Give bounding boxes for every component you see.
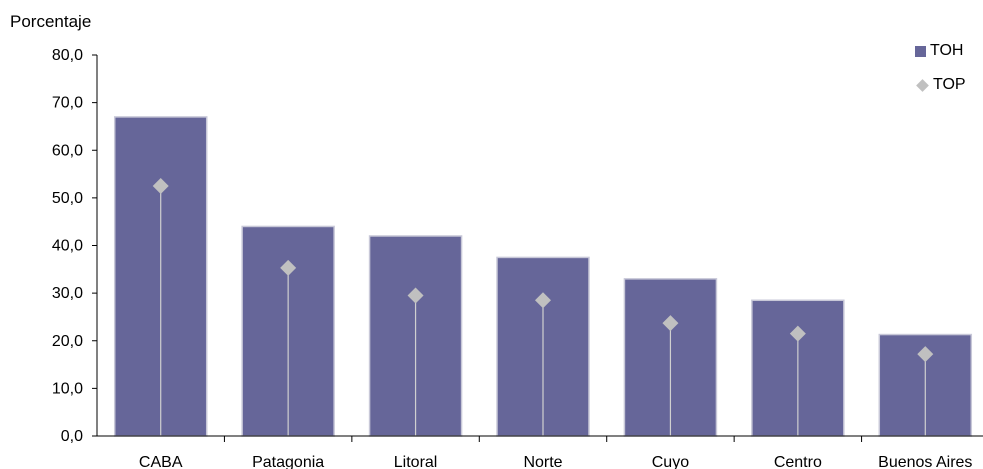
legend-swatch-toh (915, 45, 926, 57)
y-tick-label: 70,0 (52, 95, 83, 112)
x-tick-label: Cuyo (652, 454, 689, 469)
x-tick-label: Norte (523, 454, 562, 469)
marker-top (917, 346, 934, 363)
x-tick-label: Patagonia (252, 454, 324, 469)
x-tick-label: Centro (774, 454, 822, 469)
legend-swatch-top (916, 78, 929, 92)
x-tick-label: Buenos Aires (878, 454, 972, 469)
x-tick-label: CABA (139, 454, 183, 469)
y-tick-label: 0,0 (61, 428, 83, 445)
y-tick-label: 60,0 (52, 142, 83, 159)
y-axis-title: Porcentaje (10, 12, 92, 31)
y-tick-label: 30,0 (52, 285, 83, 302)
marker-top (152, 177, 169, 194)
marker-top (662, 315, 679, 332)
legend-item-toh: TOH (915, 42, 963, 60)
y-tick-label: 40,0 (52, 238, 83, 255)
marker-top (535, 292, 551, 309)
legend-item-top: TOP (915, 76, 966, 94)
y-tick-label: 50,0 (52, 190, 83, 207)
legend-label-top: TOP (933, 76, 966, 93)
marker-top (280, 259, 297, 276)
marker-top (789, 325, 806, 342)
legend-label-toh: TOH (930, 42, 964, 59)
y-tick-label: 10,0 (52, 380, 83, 397)
y-tick-label: 80,0 (52, 47, 83, 64)
marker-top (407, 287, 424, 304)
y-tick-label: 20,0 (52, 333, 83, 350)
x-tick-label: Litoral (394, 454, 438, 469)
